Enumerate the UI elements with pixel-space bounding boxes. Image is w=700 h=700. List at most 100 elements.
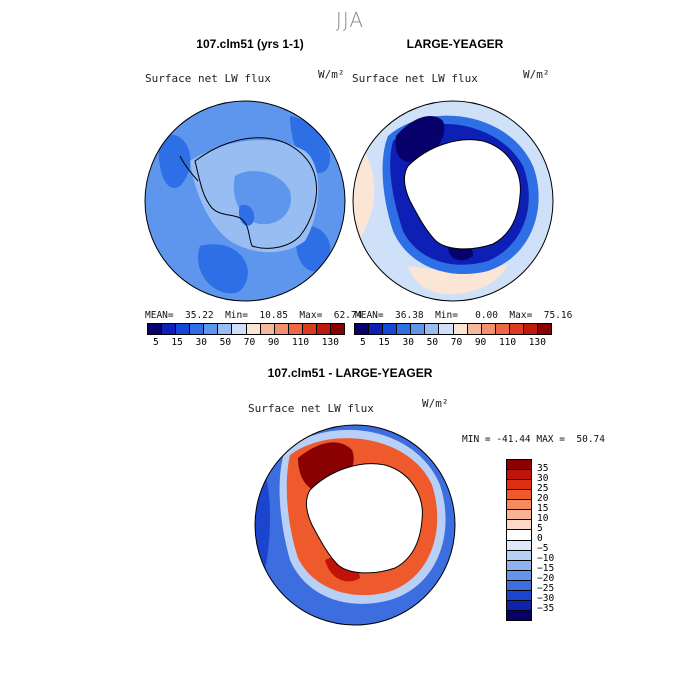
diff-polar-map	[254, 424, 456, 626]
left-peninsula-coastline	[179, 155, 199, 182]
diff-units-label: W/m²	[422, 397, 449, 410]
right-colorbar-tick-label: 110	[498, 337, 517, 348]
right-colorbar-swatch	[369, 324, 384, 334]
right-map-border	[352, 100, 554, 302]
left-colorbar-swatch	[260, 324, 275, 334]
right-colorbar-swatch	[411, 324, 426, 334]
diff-colorbar-tick-label: 15	[537, 503, 549, 514]
left-colorbar-swatch	[190, 324, 205, 334]
diff-colorbar-swatch	[507, 570, 531, 581]
right-colorbar-swatches	[354, 323, 552, 335]
diff-colorbar-swatch	[507, 530, 531, 541]
left-antarctica-coastline	[194, 137, 318, 249]
diff-panel-title: 107.clm51 - LARGE-YEAGER	[267, 366, 433, 380]
diff-colorbar-swatch	[507, 480, 531, 491]
left-units-label: W/m²	[318, 68, 345, 81]
right-colorbar-tick-label: 30	[402, 337, 414, 348]
left-colorbar-swatch	[162, 324, 177, 334]
right-panel-title: LARGE-YEAGER	[406, 37, 504, 51]
diff-colorbar-tick-label: −30	[537, 593, 555, 604]
left-colorbar-tick-label: 90	[267, 337, 280, 348]
right-colorbar-tick-label: 130	[528, 337, 546, 348]
diff-colorbar-tick-label: −10	[537, 553, 555, 564]
left-panel-title: 107.clm51 (yrs 1-1)	[196, 37, 304, 51]
left-colorbar-swatch	[288, 324, 303, 334]
right-colorbar-swatch	[509, 324, 524, 334]
diff-colorbar-swatch	[507, 610, 531, 620]
diff-stats: MIN = -41.44 MAX = 50.74	[462, 434, 605, 445]
right-colorbar-tick-label: 50	[426, 337, 439, 348]
right-colorbar-swatch	[397, 324, 412, 334]
diff-colorbar-tick-label: 10	[537, 513, 549, 524]
diff-colorbar-tick-label: −15	[537, 563, 555, 574]
left-colorbar-tick-label: 30	[195, 337, 207, 348]
diff-colorbar-tick-label: 25	[537, 483, 549, 494]
left-colorbar-swatch	[246, 324, 261, 334]
left-colorbar-tick-label: 70	[243, 337, 256, 348]
diff-colorbar-tick-label: 5	[537, 523, 543, 534]
right-polar-map	[352, 100, 554, 302]
diff-colorbar-tick-label: 35	[537, 463, 549, 474]
left-colorbar-swatch	[274, 324, 289, 334]
left-colorbar-tick-label: 110	[291, 337, 310, 348]
right-colorbar-tick-label: 70	[450, 337, 463, 348]
diff-colorbar-tick-label: 20	[537, 493, 549, 504]
left-colorbar-swatch	[204, 324, 219, 334]
diff-colorbar-swatch	[507, 540, 531, 551]
diff-colorbar-tick-label: −35	[537, 603, 555, 614]
left-colorbar-swatch	[331, 324, 345, 334]
right-colorbar-tick-label: 15	[378, 337, 390, 348]
left-colorbar: 5 15 30 50 70 90 110 130	[147, 323, 345, 348]
right-colorbar: 5 15 30 50 70 90 110 130	[354, 323, 552, 348]
diff-colorbar-swatch	[507, 510, 531, 521]
right-colorbar-swatch	[481, 324, 496, 334]
right-colorbar-labels: 5 15 30 50 70 90 110 130	[354, 337, 552, 348]
diff-colorbar-swatch	[507, 460, 531, 471]
left-colorbar-tick-label: 50	[219, 337, 232, 348]
diff-colorbar-tick-label: 0	[537, 533, 543, 544]
diff-colorbar-swatch	[507, 470, 531, 481]
left-map-region-b	[290, 116, 331, 173]
left-variable-label: Surface net LW flux	[145, 72, 271, 85]
diff-variable-label: Surface net LW flux	[248, 402, 374, 415]
left-colorbar-swatches	[147, 323, 345, 335]
right-colorbar-swatch	[355, 324, 370, 334]
right-colorbar-swatch	[523, 324, 539, 334]
left-colorbar-swatch	[148, 324, 163, 334]
right-units-label: W/m²	[523, 68, 550, 81]
left-colorbar-swatch	[176, 324, 191, 334]
left-map-region-c	[198, 244, 248, 294]
left-map-region-a	[158, 134, 191, 188]
diff-colorbar-labels: 35 30 25 20 15 10 5 0 −5 −10 −15 −20 −25 −30 −35	[537, 459, 577, 621]
right-colorbar-tick-label: 5	[360, 337, 366, 348]
left-colorbar-tick-label: 15	[171, 337, 183, 348]
left-map-border	[144, 100, 346, 302]
diff-colorbar-swatch	[507, 600, 531, 611]
diff-colorbar-tick-label: −25	[537, 583, 555, 594]
diff-colorbar-swatch	[507, 500, 531, 511]
diff-colorbar-swatch	[507, 520, 531, 531]
right-colorbar-swatch	[495, 324, 510, 334]
right-colorbar-tick-label: 90	[474, 337, 487, 348]
right-antarctica-landmask	[403, 139, 521, 250]
diff-colorbar-swatch	[507, 560, 531, 571]
diff-colorbar-swatch	[507, 490, 531, 501]
right-variable-label: Surface net LW flux	[352, 72, 478, 85]
left-polar-map	[144, 100, 346, 302]
right-colorbar-swatch	[453, 324, 468, 334]
right-colorbar-swatch	[538, 324, 552, 334]
left-colorbar-tick-label: 130	[321, 337, 339, 348]
right-colorbar-swatch	[425, 324, 440, 334]
right-colorbar-swatch	[439, 324, 454, 334]
diff-map-border	[254, 424, 456, 626]
diff-colorbar-tick-label: 30	[537, 473, 549, 484]
diff-colorbar-swatches	[506, 459, 532, 621]
left-colorbar-swatch	[232, 324, 247, 334]
diff-colorbar-swatch	[507, 580, 531, 591]
diff-colorbar	[506, 459, 532, 621]
diff-colorbar-tick-label: −20	[537, 573, 555, 584]
diff-map-cold-west	[255, 440, 270, 620]
left-colorbar-swatch	[316, 324, 332, 334]
left-colorbar-swatch	[218, 324, 233, 334]
right-stats: MEAN= 36.38 Min= 0.00 Max= 75.16	[355, 310, 573, 321]
